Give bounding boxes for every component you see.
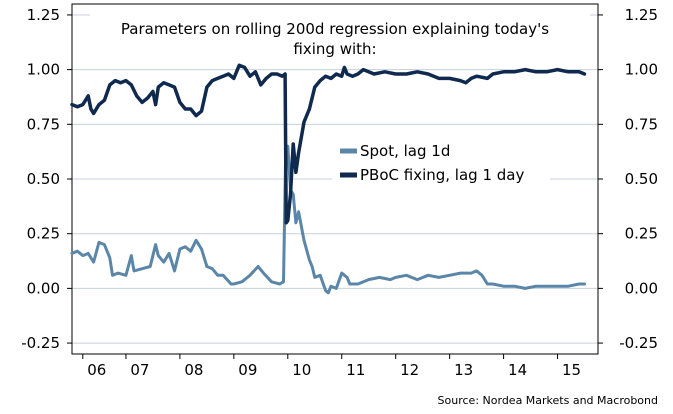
y-axis-right: 1.25 1.00 0.75 0.50 0.25 0.00 -0.25 (598, 6, 658, 352)
y-tick-label-right: 0.00 (625, 279, 658, 297)
source-note: Source: Nordea Markets and Macrobond (438, 394, 658, 407)
y-tick-label-right: 1.25 (625, 6, 658, 24)
legend-label-spot: Spot, lag 1d (360, 142, 450, 160)
y-tick-label-left: 1.25 (27, 6, 60, 24)
y-tick-label-left: 0.25 (27, 225, 60, 243)
y-tick-label-left: 0.75 (27, 115, 60, 133)
x-tick-label: 07 (130, 361, 149, 379)
legend-background (332, 136, 550, 186)
y-tick-label-right: 0.25 (625, 225, 658, 243)
chart-title-line-1: Parameters on rolling 200d regression ex… (121, 20, 549, 38)
y-tick-label-right: 1.00 (625, 61, 658, 79)
x-tick-label: 08 (184, 361, 203, 379)
legend: Spot, lag 1d PBoC fixing, lag 1 day (332, 136, 550, 186)
x-tick-label: 11 (346, 361, 365, 379)
x-tick-label: 13 (454, 361, 473, 379)
chart-title-line-2: fixing with: (293, 40, 376, 58)
legend-label-pboc: PBoC fixing, lag 1 day (360, 166, 524, 184)
x-tick-label: 15 (562, 361, 581, 379)
y-tick-label-right: 0.50 (625, 170, 658, 188)
y-tick-label-left: 1.00 (27, 61, 60, 79)
y-tick-label-left: -0.25 (21, 334, 60, 352)
x-tick-label: 14 (508, 361, 527, 379)
title-background (90, 14, 590, 60)
x-tick-label: 12 (400, 361, 419, 379)
x-tick-label: 09 (238, 361, 257, 379)
x-tick-label: 06 (87, 361, 106, 379)
y-tick-label-right: 0.75 (625, 115, 658, 133)
y-tick-label-left: 0.00 (27, 279, 60, 297)
y-tick-label-right: -0.25 (619, 334, 658, 352)
x-tick-label: 10 (292, 361, 311, 379)
series-line-pboc (70, 63, 587, 225)
y-axis-left: 1.25 1.00 0.75 0.50 0.25 0.00 -0.25 (21, 6, 72, 352)
x-axis: 06 07 08 09 10 11 12 13 14 15 (82, 354, 581, 379)
series-group (70, 63, 587, 295)
y-tick-label-left: 0.50 (27, 170, 60, 188)
